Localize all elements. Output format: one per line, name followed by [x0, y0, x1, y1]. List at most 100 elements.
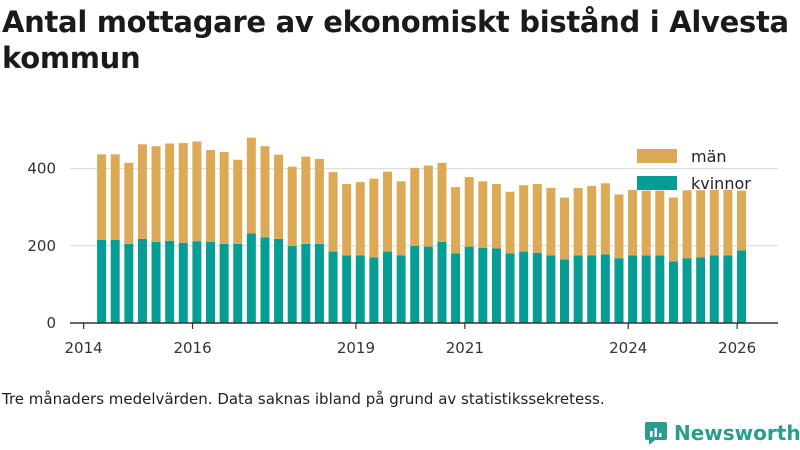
bar-man	[546, 187, 556, 256]
bar-man	[165, 143, 175, 241]
bar-man	[301, 156, 311, 244]
bar-kvinnor	[437, 241, 447, 323]
bar-man	[696, 190, 706, 258]
bar-man	[219, 152, 229, 244]
bar-kvinnor	[532, 252, 542, 323]
bar-man	[491, 184, 501, 249]
bar-man	[655, 190, 665, 256]
bar-man	[614, 194, 624, 259]
bar-kvinnor	[696, 257, 706, 323]
bar-man	[451, 187, 461, 254]
bar-kvinnor	[587, 255, 597, 323]
bar-kvinnor	[668, 261, 678, 323]
bar-kvinnor	[560, 259, 570, 323]
bar-man	[260, 146, 270, 238]
bar-kvinnor	[287, 245, 297, 323]
bar-kvinnor	[464, 246, 474, 323]
bar-kvinnor	[451, 253, 461, 323]
bar-man	[192, 141, 202, 242]
bar-kvinnor	[383, 251, 393, 323]
bar-man	[110, 154, 120, 241]
bar-kvinnor	[396, 255, 406, 323]
bar-kvinnor	[614, 258, 624, 323]
bar-kvinnor	[137, 238, 147, 323]
bar-man	[737, 190, 747, 251]
bar-man	[464, 177, 474, 247]
bar-kvinnor	[410, 245, 420, 323]
bar-man	[437, 162, 447, 242]
bar-kvinnor	[600, 254, 610, 323]
bar-kvinnor	[206, 241, 216, 323]
x-tick-label: 2021	[446, 339, 484, 357]
bar-man	[505, 191, 515, 254]
bar-man	[287, 166, 297, 246]
bar-kvinnor	[314, 243, 324, 323]
bar-man	[573, 187, 583, 256]
bar-man	[97, 154, 107, 241]
x-tick-label: 2019	[337, 339, 375, 357]
bar-man	[246, 137, 256, 234]
bar-man	[355, 182, 365, 256]
bar-man	[641, 190, 651, 256]
bar-kvinnor	[628, 255, 638, 323]
bar-man	[342, 184, 352, 256]
bar-kvinnor	[233, 243, 243, 323]
bar-kvinnor	[274, 238, 284, 323]
bar-man	[178, 143, 188, 243]
newsworthy-logo-icon	[645, 422, 667, 445]
bar-man	[423, 165, 433, 247]
bar-man	[151, 146, 161, 242]
bar-man	[532, 184, 542, 253]
bar-kvinnor	[641, 255, 651, 323]
bar-man	[587, 185, 597, 256]
bar-kvinnor	[355, 255, 365, 323]
bar-kvinnor	[342, 255, 352, 323]
bar-kvinnor	[328, 251, 338, 323]
y-tick-label: 0	[46, 314, 56, 332]
bar-kvinnor	[301, 243, 311, 323]
bar-man	[369, 178, 379, 258]
bar-kvinnor	[97, 240, 107, 323]
bar-man	[478, 181, 488, 248]
legend-swatch	[637, 149, 677, 163]
x-tick-label: 2024	[609, 339, 647, 357]
bar-man	[628, 189, 638, 256]
bar-kvinnor	[192, 241, 202, 323]
bar-man	[274, 154, 284, 239]
bar-kvinnor	[478, 247, 488, 323]
footnote: Tre månaders medelvärden. Data saknas ib…	[2, 390, 605, 408]
bar-man	[383, 171, 393, 252]
bar-kvinnor	[219, 243, 229, 323]
page-title: Antal mottagare av ekonomiskt bistånd i …	[2, 5, 789, 75]
x-tick-label: 2016	[173, 339, 211, 357]
x-tick-label: 2014	[65, 339, 103, 357]
bar-man	[723, 189, 733, 256]
bar-man	[206, 150, 216, 242]
bar-man	[124, 162, 134, 244]
bar-kvinnor	[491, 248, 501, 323]
bar-man	[137, 144, 147, 239]
x-tick-label: 2026	[718, 339, 756, 357]
bar-kvinnor	[573, 255, 583, 323]
bar-kvinnor	[723, 255, 733, 323]
bar-man	[328, 172, 338, 252]
bar-kvinnor	[655, 255, 665, 323]
bar-kvinnor	[165, 240, 175, 323]
bar-kvinnor	[737, 250, 747, 323]
legend-swatch	[637, 176, 677, 190]
bar-man	[600, 183, 610, 255]
bar-kvinnor	[369, 257, 379, 323]
bar-kvinnor	[124, 243, 134, 323]
bar-kvinnor	[178, 242, 188, 323]
legend-label: kvinnor	[691, 174, 751, 193]
bar-kvinnor	[682, 258, 692, 323]
bar-kvinnor	[151, 241, 161, 323]
bar-kvinnor	[260, 237, 270, 323]
bar-man	[410, 167, 420, 246]
bar-kvinnor	[709, 255, 719, 323]
brand-logo: Newsworthy	[644, 420, 800, 446]
bar-kvinnor	[246, 233, 256, 323]
bar-man	[709, 189, 719, 256]
bar-man	[519, 185, 529, 252]
